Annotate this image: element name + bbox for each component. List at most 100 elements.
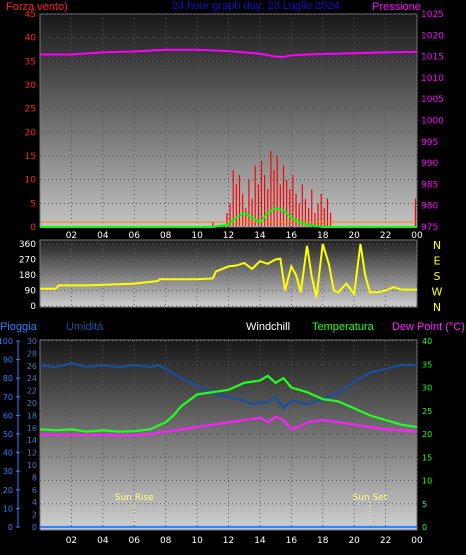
hour-tick-label: 22 [380,536,391,546]
pressure-tick-label: 990 [421,159,438,169]
series-line [39,362,417,410]
humidity-tick-label: 8 [32,473,37,482]
temperature-tick-label: 10 [422,477,432,486]
hour-tick-label: 10 [191,231,203,241]
wind-tick-label: 10 [25,176,37,186]
hour-tick-label: 08 [160,231,172,241]
chart-title: 24 hour graph day: 23 Luglio 2024 [172,0,340,12]
wind-tick-label: 20 [25,128,37,138]
hour-tick-label: 12 [223,536,234,546]
humidity-tick-label: 0 [32,523,37,532]
humidity-tick-label: 24 [27,374,37,383]
pressure-tick-label: 1005 [421,95,444,105]
wind-tick-label: 40 [25,34,37,44]
temperature-tick-label: 35 [422,360,432,369]
hour-tick-label: 20 [348,536,360,546]
tick-layer: 0510152025303540459759809859909951000100… [0,10,444,546]
direction-tick-label: 90 [25,287,37,297]
rain-tick-label: 40 [3,449,13,458]
hour-tick-label: 08 [160,536,172,546]
pressure-tick-label: 1015 [421,53,444,63]
wind-tick-label: 15 [25,152,36,162]
wind-tick-label: 5 [30,199,36,209]
humidity-axis-title: Umidità [66,321,104,333]
hour-tick-label: 20 [348,231,360,241]
hour-tick-label: 14 [254,231,266,241]
humidity-tick-label: 18 [27,411,37,420]
rain-tick-label: 80 [3,374,13,383]
pressure-tick-label: 975 [421,223,438,233]
legend-temperature: Temperatura [312,321,375,333]
hour-tick-label: 18 [317,231,329,241]
data-layer [39,48,418,529]
hour-tick-label: 14 [254,536,266,546]
rain-tick-label: 30 [3,467,13,476]
temperature-tick-label: 15 [422,453,432,462]
compass-tick-label: N [433,239,441,252]
temperature-tick-label: 40 [422,337,432,346]
pressure-tick-label: 1010 [421,74,444,84]
temperature-tick-label: 0 [422,523,427,532]
series-line [39,374,418,433]
humidity-tick-label: 2 [32,511,37,520]
hour-tick-label: 04 [97,231,109,241]
pressure-tick-label: 985 [421,180,438,190]
hour-tick-label: 06 [129,231,141,241]
sun-marker-label: Sun Rise [115,493,154,503]
wind-tick-label: 0 [30,223,36,233]
compass-tick-label: W [432,286,443,299]
wind-tick-label: 45 [25,10,36,20]
grid-layer [40,13,418,528]
series-line [39,415,418,437]
humidity-tick-label: 26 [27,362,37,371]
pressure-line [40,48,418,59]
direction-tick-label: 180 [19,271,36,281]
hour-tick-label: 22 [380,231,391,241]
compass-tick-label: E [434,255,441,268]
humidity-tick-label: 6 [32,486,37,495]
temperature-tick-label: 25 [422,407,432,416]
rain-tick-label: 20 [3,486,13,495]
rain-axis-title: Pioggia [0,321,38,333]
sun-marker-label: Sun Set [352,493,387,503]
wind-direction-panel [39,239,418,308]
legend-windchill: Windchill [246,321,290,333]
humidity-tick-label: 14 [27,436,37,445]
hour-tick-label: 06 [129,536,141,546]
temperature-tick-label: 20 [422,430,432,439]
compass-tick-label: N [433,301,441,314]
temperature-tick-label: 30 [422,384,432,393]
humidity-tick-label: 10 [27,461,37,470]
wind-tick-label: 35 [25,57,36,67]
humidity-tick-label: 20 [27,399,37,408]
wind-tick-label: 25 [25,105,36,115]
rain-tick-label: 10 [3,504,13,513]
rain-tick-label: 50 [3,430,13,439]
humidity-tick-label: 30 [27,337,37,346]
rain-tick-label: 60 [3,411,13,420]
hour-tick-label: 02 [66,536,77,546]
avg-wind-line [40,206,417,228]
pressure-tick-label: 980 [421,202,438,212]
hour-tick-label: 12 [223,231,234,241]
humidity-tick-label: 12 [27,449,37,458]
rain-tick-label: 100 [0,337,13,346]
legend-dew-point: Dew Point (°C) [392,321,465,333]
direction-tick-label: 270 [19,256,36,266]
humidity-tick-label: 4 [32,498,37,507]
wind-direction-line [40,243,417,298]
temperature-tick-label: 5 [422,500,427,509]
compass-tick-label: S [434,270,441,283]
humidity-tick-label: 16 [27,424,37,433]
pressure-tick-label: 1020 [421,31,444,41]
wind-axis-title: Forza vento) [6,1,68,13]
pressure-axis-title: Pressione [372,1,421,13]
hour-tick-label: 10 [191,536,203,546]
rain-tick-label: 0 [8,523,13,532]
hour-tick-label: 16 [286,536,298,546]
wind-pressure-panel [39,13,418,228]
humidity-tick-label: 28 [27,349,37,358]
hour-tick-label: 00 [411,231,423,241]
pressure-tick-label: 995 [421,138,438,148]
